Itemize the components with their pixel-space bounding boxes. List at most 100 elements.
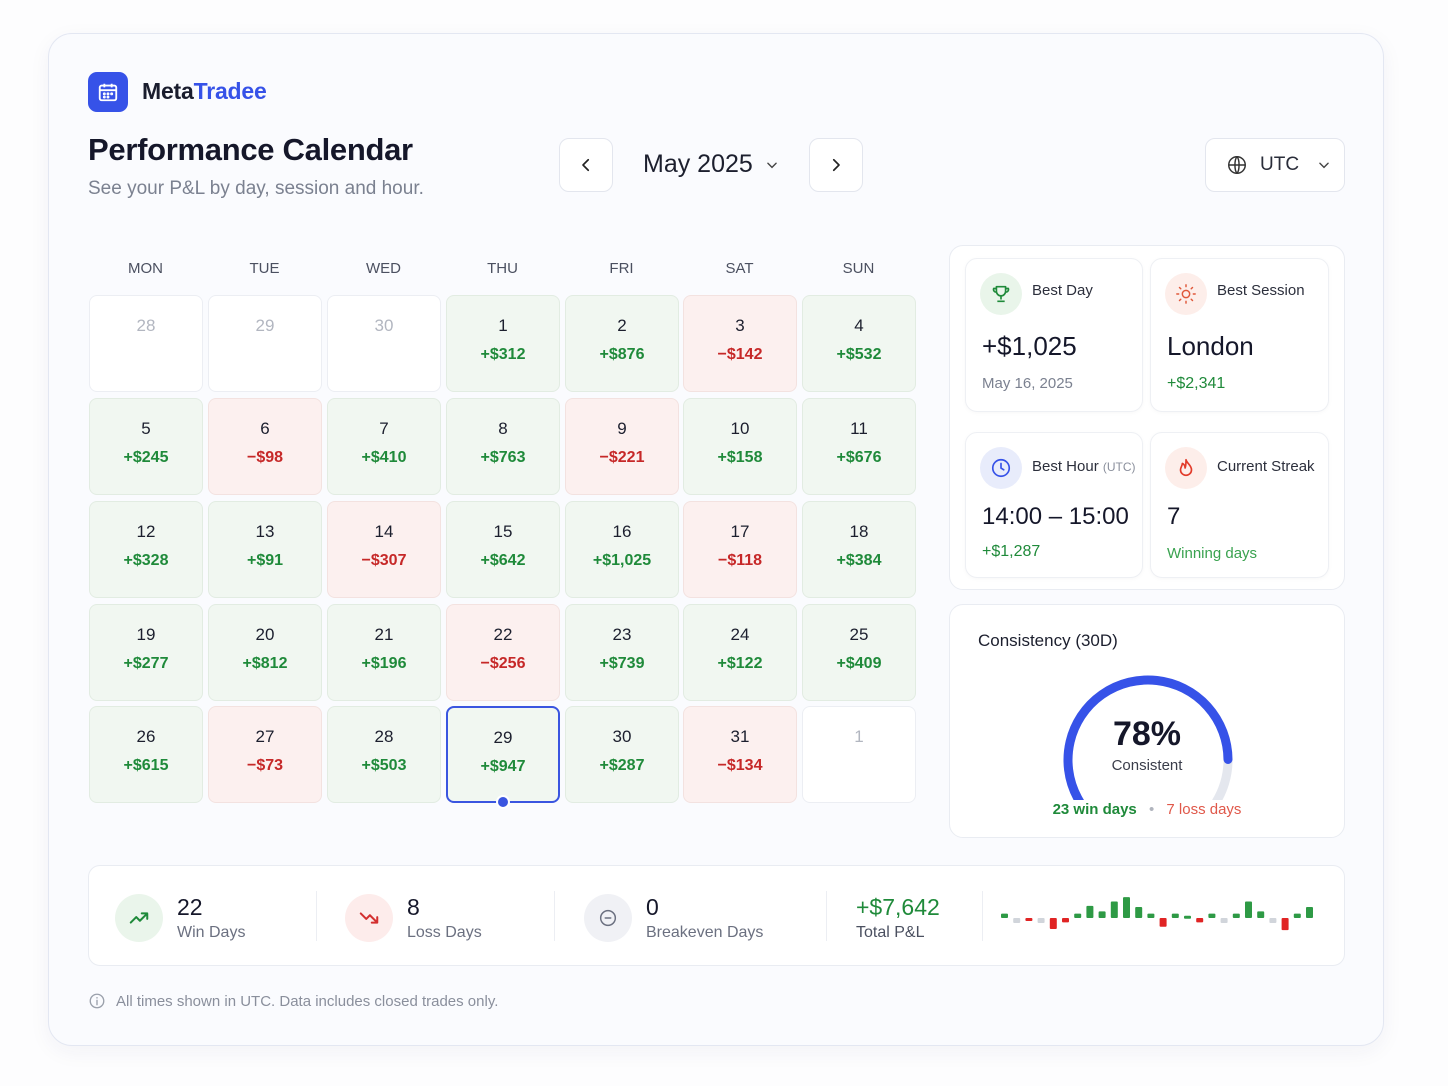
info-icon	[89, 993, 105, 1009]
calendar-day-cell[interactable]: 6 −$98	[208, 398, 322, 495]
calendar-day-cell[interactable]: 24 +$122	[683, 604, 797, 701]
best-day-card: Best Day +$1,025 May 16, 2025	[965, 258, 1143, 412]
consistency-caption: Consistent	[1111, 757, 1183, 774]
calendar-day-cell[interactable]: 23 +$739	[565, 604, 679, 701]
calendar-day-cell[interactable]: 12 +$328	[89, 501, 203, 598]
day-number: 1	[854, 727, 864, 746]
calendar-day-cell[interactable]: 28 +$503	[327, 706, 441, 803]
calendar-day-cell[interactable]: 10 +$158	[683, 398, 797, 495]
calendar-day-cell[interactable]: 25 +$409	[802, 604, 916, 701]
day-number: 6	[260, 419, 270, 438]
sparkline-bar	[1074, 913, 1082, 918]
calendar-day-cell[interactable]: 18 +$384	[802, 501, 916, 598]
consistency-panel: Consistency (30D) 78% Consistent 23 win …	[949, 604, 1345, 838]
calendar-day-cell[interactable]: 31 −$134	[683, 706, 797, 803]
calendar-day-cell[interactable]: 26 +$615	[89, 706, 203, 803]
calendar-day-cell[interactable]: 15 +$642	[446, 501, 560, 598]
calendar-day-cell[interactable]: 2 +$876	[565, 295, 679, 392]
day-pnl: +$277	[123, 655, 169, 672]
calendar-day-cell[interactable]: 30 +$287	[565, 706, 679, 803]
month-selector[interactable]: May 2025	[643, 150, 779, 179]
win-days-label: Win Days	[177, 924, 246, 942]
next-month-button[interactable]	[809, 138, 863, 192]
best-hour-label: Best Hour (UTC)	[1032, 458, 1136, 475]
calendar-day-cell[interactable]: 1 +$312	[446, 295, 560, 392]
calendar-day-cell[interactable]: 28	[89, 295, 203, 392]
sparkline-bar	[1281, 918, 1289, 931]
calendar-day-cell[interactable]: 19 +$277	[89, 604, 203, 701]
calendar-day-cell[interactable]: 27 −$73	[208, 706, 322, 803]
day-number: 28	[374, 727, 394, 746]
calendar-day-cell[interactable]: 3 −$142	[683, 295, 797, 392]
sparkline-bar	[1123, 897, 1130, 918]
calendar-day-cell[interactable]: 17 −$118	[683, 501, 797, 598]
current-streak-label: Current Streak	[1217, 458, 1315, 475]
best-session-label: Best Session	[1217, 282, 1305, 299]
calendar-day-cell[interactable]: 7 +$410	[327, 398, 441, 495]
day-pnl: +$503	[361, 757, 407, 774]
calendar-day-cell[interactable]: 5 +$245	[89, 398, 203, 495]
weekday-sat: SAT	[725, 260, 754, 277]
calendar-day-cell[interactable]: 14 −$307	[327, 501, 441, 598]
calendar-day-cell[interactable]: 16 +$1,025	[565, 501, 679, 598]
day-pnl: −$118	[717, 552, 763, 569]
calendar-day-cell[interactable]: 4 +$532	[802, 295, 916, 392]
calendar-day-cell[interactable]: 21 +$196	[327, 604, 441, 701]
total-pnl-summary: +$7,642 Total P&L	[856, 890, 940, 946]
calendar-day-cell[interactable]: 22 −$256	[446, 604, 560, 701]
trend-up-icon	[115, 894, 163, 942]
sparkline-bar	[1232, 913, 1240, 918]
best-hour-value: 14:00 – 15:00	[982, 503, 1129, 530]
minus-circle-icon	[584, 894, 632, 942]
trend-down-icon	[345, 894, 393, 942]
day-number: 1	[498, 316, 508, 335]
day-pnl: +$410	[361, 449, 407, 466]
loss-days-summary: 8 Loss Days	[345, 890, 482, 946]
day-pnl: +$409	[836, 655, 882, 672]
weekday-mon: MON	[128, 260, 163, 277]
best-hour-pnl: +$1,287	[982, 543, 1041, 560]
chevron-down-icon	[767, 162, 777, 168]
sparkline-bar	[1013, 918, 1021, 923]
day-pnl: +$947	[480, 758, 526, 775]
day-pnl: +$615	[123, 757, 169, 774]
chevron-left-icon	[582, 158, 590, 172]
sparkline-bar	[1159, 918, 1167, 927]
timezone-selector[interactable]: UTC	[1205, 138, 1345, 192]
best-day-value: +$1,025	[982, 331, 1077, 361]
selected-day-indicator	[496, 795, 510, 809]
sparkline-bar	[1037, 918, 1045, 923]
calendar-day-cell[interactable]: 9 −$221	[565, 398, 679, 495]
calendar-day-cell[interactable]: 8 +$763	[446, 398, 560, 495]
separator-dot: •	[1148, 801, 1155, 818]
weekday-fri: FRI	[609, 260, 634, 277]
calendar-day-cell-selected[interactable]: 29 +$947	[446, 706, 560, 809]
weekday-sun: SUN	[842, 260, 875, 277]
calendar-day-cell[interactable]: 20 +$812	[208, 604, 322, 701]
calendar-day-cell[interactable]: 11 +$676	[802, 398, 916, 495]
day-pnl: +$532	[836, 346, 882, 363]
sparkline-bar	[1135, 907, 1143, 918]
calendar-day-cell[interactable]: 13 +$91	[208, 501, 322, 598]
calendar-day-cell[interactable]: 29	[208, 295, 322, 392]
loss-days-label: Loss Days	[407, 924, 482, 942]
calendar-day-cell[interactable]: 30	[327, 295, 441, 392]
best-session-pnl: +$2,341	[1167, 375, 1226, 392]
day-pnl: +$1,025	[592, 552, 652, 569]
sparkline-bar	[1171, 913, 1179, 918]
consistency-breakdown: 23 win days • 7 loss days	[950, 801, 1344, 818]
day-number: 23	[612, 625, 632, 644]
day-number: 22	[493, 625, 513, 644]
day-number: 9	[617, 419, 627, 438]
footer-note-text: All times shown in UTC. Data includes cl…	[116, 992, 499, 1010]
chevron-down-icon	[1319, 162, 1329, 169]
page-subtitle: See your P&L by day, session and hour.	[88, 178, 424, 199]
day-pnl: +$91	[246, 552, 284, 569]
sparkline-bar	[1147, 913, 1155, 918]
win-days-summary: 22 Win Days	[115, 890, 245, 946]
divider	[826, 891, 827, 941]
day-number: 4	[854, 316, 864, 335]
prev-month-button[interactable]	[559, 138, 613, 192]
day-pnl: +$158	[717, 449, 763, 466]
calendar-day-cell[interactable]: 1	[802, 706, 916, 803]
